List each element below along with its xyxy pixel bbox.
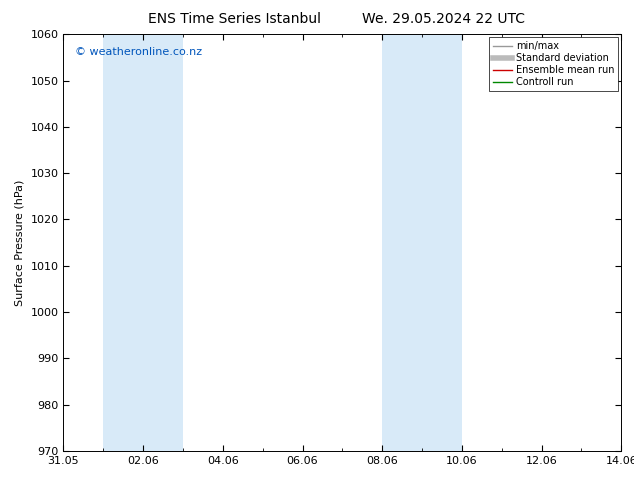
Text: ENS Time Series Istanbul: ENS Time Series Istanbul xyxy=(148,12,321,26)
Text: © weatheronline.co.nz: © weatheronline.co.nz xyxy=(75,47,202,57)
Legend: min/max, Standard deviation, Ensemble mean run, Controll run: min/max, Standard deviation, Ensemble me… xyxy=(489,37,618,91)
Bar xyxy=(382,34,462,451)
Text: We. 29.05.2024 22 UTC: We. 29.05.2024 22 UTC xyxy=(362,12,526,26)
Y-axis label: Surface Pressure (hPa): Surface Pressure (hPa) xyxy=(15,179,25,306)
Bar xyxy=(103,34,183,451)
